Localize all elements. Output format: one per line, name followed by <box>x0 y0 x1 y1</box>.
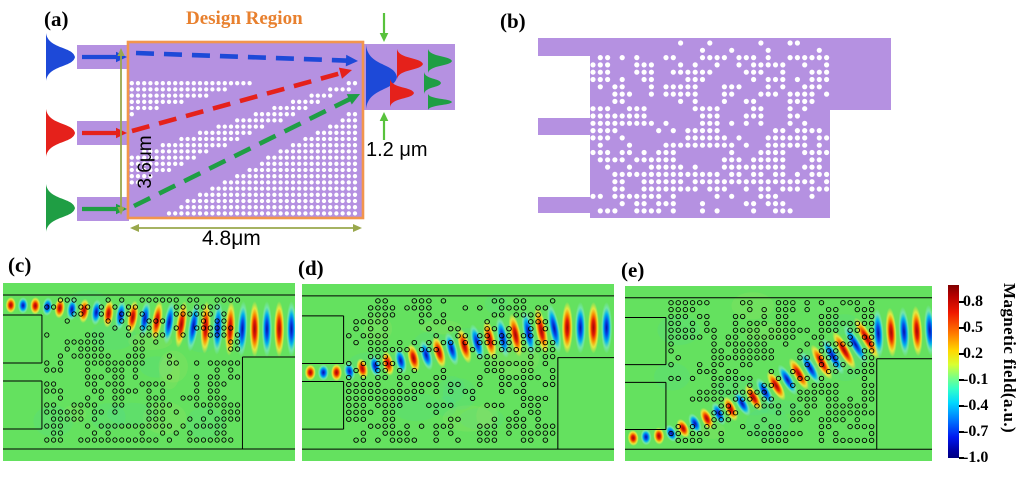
colorbar-tick-label: 0.8 <box>963 293 983 311</box>
panel-e-field-plot <box>625 286 932 461</box>
dashed-route-arrows <box>131 50 360 209</box>
dim-height-label: 3.6μm <box>135 135 156 189</box>
colorbar-gradient <box>948 285 959 458</box>
colorbar-tick-label: 0.5 <box>963 319 983 337</box>
etched-holes <box>668 300 875 443</box>
panel-e-label: (e) <box>621 258 645 282</box>
colorbar-tick-label: -0.4 <box>963 397 989 415</box>
structure-outline <box>3 294 295 450</box>
design-region-label: Design Region <box>186 8 303 29</box>
structure-outline <box>625 297 932 450</box>
design-region-dots <box>129 81 358 216</box>
colorbar-tick-mark <box>959 301 964 304</box>
etched-holes <box>44 297 241 443</box>
dim-width-label: 4.8μm <box>202 227 261 250</box>
colorbar-tick-label: 0.2 <box>963 345 983 363</box>
panel-a-schematic <box>46 13 455 233</box>
colorbar-tick-label: -1.0 <box>963 449 989 466</box>
colorbar-tick-label: -0.1 <box>963 371 989 389</box>
panel-b-holes <box>590 40 830 214</box>
colorbar-title: Magnetic field(a.u.) <box>1000 283 1019 434</box>
panel-b-label: (b) <box>500 9 526 33</box>
panel-d-label: (d) <box>298 256 324 280</box>
colorbar-tick-mark <box>959 457 964 459</box>
colorbar-tick-mark <box>959 431 964 434</box>
dim-output-width-label: 1.2 μm <box>366 139 428 161</box>
etched-holes <box>346 298 556 443</box>
colorbar-tick-mark <box>959 379 964 382</box>
panel-c-field-plot <box>3 283 295 461</box>
colorbar-tick-mark <box>959 405 964 408</box>
dimension-arrows <box>117 13 389 233</box>
colorbar-tick-mark <box>959 353 964 356</box>
colorbar-tick-label: -0.7 <box>963 423 989 441</box>
colorbar-tick-mark <box>959 327 964 330</box>
panel-b-silicon-body <box>538 38 891 218</box>
structure-outline <box>302 295 614 450</box>
panel-c-label: (c) <box>8 253 32 277</box>
input-pulses <box>46 33 75 232</box>
panel-d-field-plot <box>302 284 614 461</box>
panel-a-label: (a) <box>44 7 69 31</box>
panel-b-structure <box>538 38 891 218</box>
output-mode-profiles <box>366 45 452 110</box>
